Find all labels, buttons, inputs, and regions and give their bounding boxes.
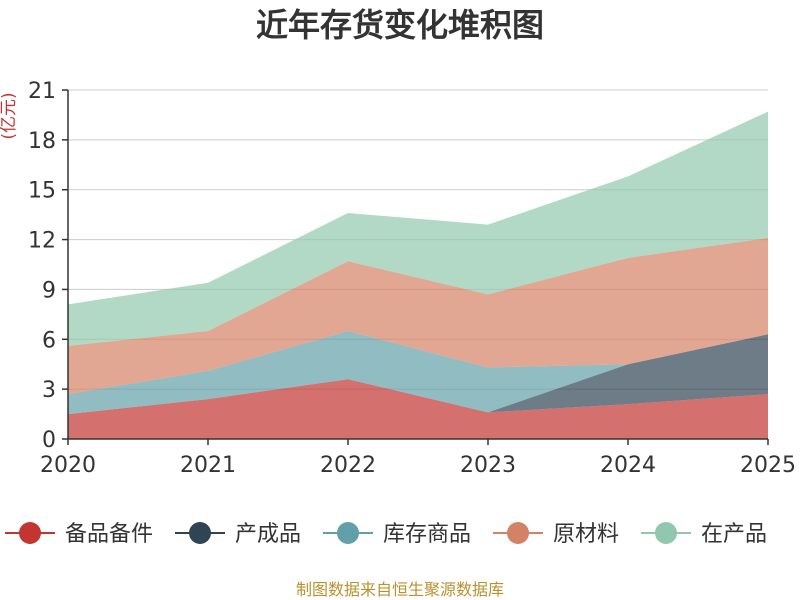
x-tick-label-2020: 2020 — [40, 453, 96, 478]
area-series-1 — [68, 334, 768, 415]
area-series-3 — [68, 237, 768, 395]
legend-label-3: 原材料 — [553, 522, 619, 547]
axes: 0 3 6 9 12 15 18 21 2020 2021 2022 2023 2024 2025 — [28, 79, 796, 478]
y-tick-label-0: 0 — [42, 428, 56, 453]
x-tick-label-2022: 2022 — [320, 453, 376, 478]
y-tick-label-3: 3 — [42, 378, 56, 403]
area-series-group — [68, 111, 768, 439]
area-series-2 — [68, 331, 768, 415]
y-axis-unit-label: (亿元) — [0, 92, 19, 139]
chart-title: 近年存货变化堆积图 — [256, 6, 544, 44]
y-tick-label-21: 21 — [28, 79, 56, 104]
y-tick-label-15: 15 — [28, 179, 56, 204]
legend-marker-2 — [337, 522, 359, 544]
x-tick-label-2021: 2021 — [180, 453, 236, 478]
y-tick-label-18: 18 — [28, 129, 56, 154]
x-tick-label-2024: 2024 — [600, 453, 656, 478]
legend-label-4: 在产品 — [701, 522, 767, 547]
legend-label-1: 产成品 — [235, 522, 301, 547]
legend-item-4[interactable]: 在产品 — [641, 522, 767, 547]
legend-label-0: 备品备件 — [65, 522, 153, 547]
legend-item-0[interactable]: 备品备件 — [5, 522, 153, 547]
legend: 备品备件 产成品 库存商品 原材料 在产品 — [5, 522, 767, 547]
legend-item-2[interactable]: 库存商品 — [323, 522, 471, 547]
legend-label-2: 库存商品 — [383, 522, 471, 547]
legend-item-1[interactable]: 产成品 — [175, 522, 301, 547]
x-tick-label-2023: 2023 — [460, 453, 516, 478]
y-tick-label-6: 6 — [42, 328, 56, 353]
area-series-0 — [68, 379, 768, 439]
legend-marker-1 — [189, 522, 211, 544]
x-tick-label-2025: 2025 — [740, 453, 796, 478]
legend-item-3[interactable]: 原材料 — [493, 522, 619, 547]
legend-marker-4 — [655, 522, 677, 544]
legend-marker-3 — [507, 522, 529, 544]
data-source-note: 制图数据来自恒生聚源数据库 — [296, 580, 504, 599]
legend-marker-0 — [19, 522, 41, 544]
y-tick-label-12: 12 — [28, 229, 56, 254]
area-series-4 — [68, 111, 768, 346]
y-tick-label-9: 9 — [42, 278, 56, 303]
